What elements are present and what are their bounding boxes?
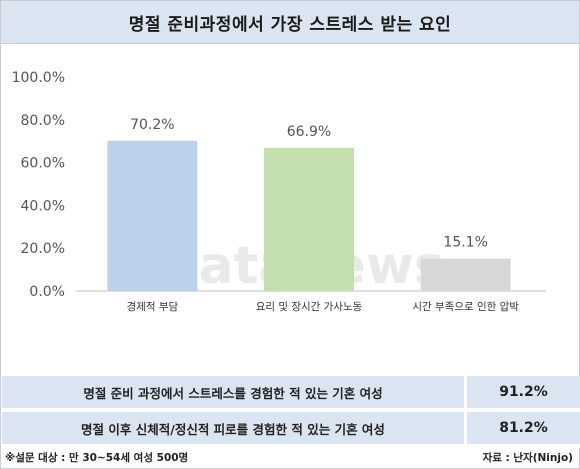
y-tick-label: 20.0% [21, 241, 65, 257]
stats-table: 명절 준비 과정에서 스트레스를 경험한 적 있는 기혼 여성 91.2% 명절… [2, 376, 580, 448]
data-label: 70.2% [130, 117, 174, 133]
data-label: 66.9% [287, 124, 331, 140]
survey-note: ※설문 대상 : 만 30~54세 여성 500명 [5, 451, 189, 464]
title-bar: 명절 준비과정에서 가장 스트레스 받는 요인 [1, 1, 579, 44]
stats-row-value: 91.2% [465, 376, 580, 412]
y-tick-label: 60.0% [21, 156, 65, 172]
stats-row: 명절 이후 신체적/정신적 피로를 경험한 적 있는 기혼 여성 81.2% [2, 410, 580, 448]
y-tick-label: 40.0% [21, 198, 65, 214]
bar-chart: datanews0.0%20.0%40.0%60.0%80.0%100.0%70… [12, 70, 546, 313]
chart-title: 명절 준비과정에서 가장 스트레스 받는 요인 [128, 14, 452, 35]
x-tick-label: 시간 부족으로 인한 압박 [412, 300, 519, 313]
y-tick-label: 0.0% [29, 284, 65, 300]
stats-row-label: 명절 이후 신체적/정신적 피로를 경험한 적 있는 기혼 여성 [2, 410, 467, 448]
bar [107, 140, 198, 291]
bar [420, 258, 511, 291]
data-label: 15.1% [443, 235, 487, 251]
stats-row-value: 81.2% [465, 410, 580, 448]
x-tick-label: 경제적 부담 [127, 300, 179, 313]
y-tick-label: 100.0% [12, 70, 65, 86]
x-tick-label: 요리 및 장시간 가사노동 [256, 301, 363, 313]
bar [264, 147, 354, 291]
footer: ※설문 대상 : 만 30~54세 여성 500명 자료 : 난자(Ninjo) [5, 448, 573, 466]
stats-row: 명절 준비 과정에서 스트레스를 경험한 적 있는 기혼 여성 91.2% [2, 376, 580, 412]
stats-row-label: 명절 준비 과정에서 스트레스를 경험한 적 있는 기혼 여성 [2, 376, 467, 412]
y-tick-label: 80.0% [21, 113, 65, 129]
source-credit: 자료 : 난자(Ninjo) [482, 451, 573, 464]
